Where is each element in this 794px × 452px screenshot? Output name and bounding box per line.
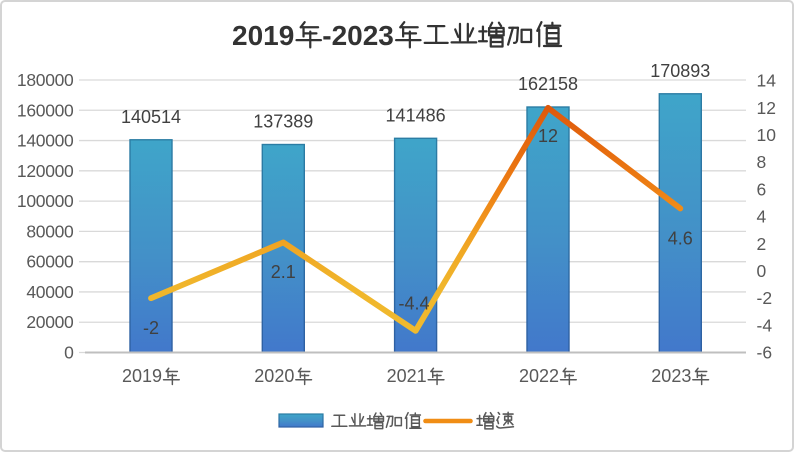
svg-text:160000: 160000 (17, 100, 74, 120)
svg-text:-6: -6 (757, 343, 773, 363)
svg-text:2.1: 2.1 (271, 262, 296, 282)
svg-text:140514: 140514 (121, 107, 181, 127)
svg-text:60000: 60000 (26, 252, 74, 272)
svg-text:8: 8 (757, 152, 767, 172)
svg-text:20000: 20000 (26, 312, 74, 332)
svg-text:4: 4 (757, 207, 767, 227)
svg-text:2: 2 (757, 234, 767, 254)
svg-text:40000: 40000 (26, 282, 74, 302)
svg-text:140000: 140000 (17, 131, 74, 151)
svg-text:180000: 180000 (17, 70, 74, 90)
svg-text:80000: 80000 (26, 221, 74, 241)
svg-text:137389: 137389 (253, 112, 313, 132)
svg-text:6: 6 (757, 179, 767, 199)
svg-text:2021: 2021 (387, 366, 427, 386)
svg-text:162158: 162158 (518, 74, 578, 94)
svg-text:14: 14 (757, 71, 777, 91)
svg-text:120000: 120000 (17, 161, 74, 181)
svg-text:-2: -2 (143, 318, 159, 338)
svg-text:12: 12 (538, 126, 558, 146)
svg-text:0: 0 (64, 343, 74, 363)
svg-text:100000: 100000 (17, 191, 74, 211)
svg-text:-4.4: -4.4 (398, 294, 429, 314)
svg-text:4.6: 4.6 (668, 229, 693, 249)
svg-text:-2023: -2023 (322, 20, 394, 51)
svg-text:2019: 2019 (122, 366, 162, 386)
svg-text:-2: -2 (757, 288, 773, 308)
svg-text:2019: 2019 (232, 20, 294, 51)
svg-text:0: 0 (757, 261, 767, 281)
svg-text:2023: 2023 (651, 366, 691, 386)
svg-text:141486: 141486 (386, 105, 446, 125)
svg-text:-4: -4 (757, 315, 773, 335)
svg-text:2020: 2020 (254, 366, 294, 386)
svg-text:170893: 170893 (650, 61, 710, 81)
svg-text:10: 10 (757, 125, 777, 145)
svg-text:2022: 2022 (519, 366, 559, 386)
svg-text:12: 12 (757, 98, 776, 118)
